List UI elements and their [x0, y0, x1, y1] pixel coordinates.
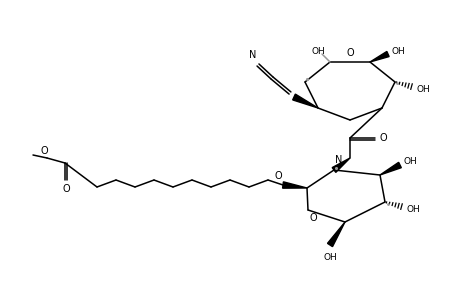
- Polygon shape: [282, 182, 306, 188]
- Polygon shape: [327, 222, 344, 247]
- Text: N: N: [334, 155, 341, 165]
- Text: O: O: [308, 213, 316, 223]
- Polygon shape: [331, 158, 349, 172]
- Text: N: N: [249, 50, 256, 60]
- Text: OH: OH: [310, 47, 324, 56]
- Text: OH: OH: [415, 85, 429, 94]
- Text: O: O: [378, 133, 386, 143]
- Text: O: O: [40, 146, 48, 156]
- Text: OH: OH: [322, 253, 336, 262]
- Polygon shape: [292, 94, 317, 108]
- Text: O: O: [274, 171, 281, 181]
- Text: OH: OH: [405, 205, 419, 214]
- Polygon shape: [379, 162, 400, 175]
- Text: O: O: [62, 184, 70, 194]
- Text: OH: OH: [390, 46, 404, 56]
- Text: OH: OH: [402, 158, 416, 166]
- Polygon shape: [369, 51, 388, 62]
- Text: O: O: [346, 48, 353, 58]
